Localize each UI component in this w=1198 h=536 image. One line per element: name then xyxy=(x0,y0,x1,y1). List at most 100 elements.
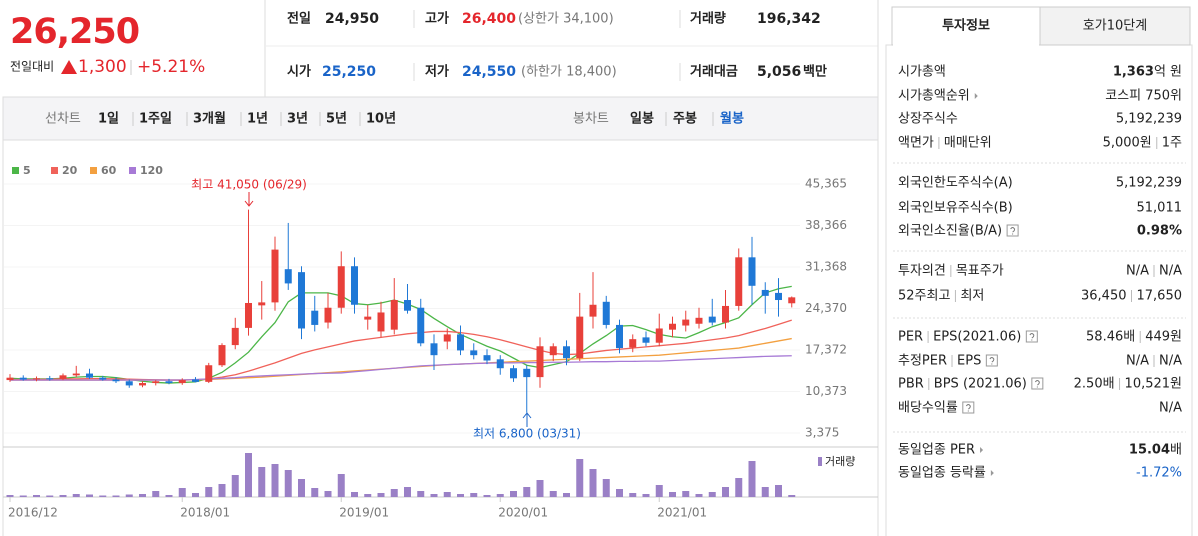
volume-bar xyxy=(708,492,716,497)
info-value: 0.98% xyxy=(1137,224,1182,239)
candle-body xyxy=(655,328,663,343)
candle-body xyxy=(589,304,597,317)
period-tab[interactable]: 월봉 xyxy=(720,111,744,127)
legend-swatch xyxy=(129,167,136,174)
volume-bar xyxy=(695,494,703,497)
volume-bar xyxy=(563,493,570,497)
help-glyph xyxy=(989,357,995,365)
volume-bar xyxy=(682,491,690,497)
help-glyph xyxy=(1034,380,1040,388)
volume-bar xyxy=(271,464,279,497)
volume-bar xyxy=(298,479,305,497)
volume-bar xyxy=(205,487,213,497)
candle-body xyxy=(390,300,398,330)
candle-body xyxy=(602,301,610,325)
period-tab[interactable]: 1년 xyxy=(247,112,268,127)
volume-bar xyxy=(788,495,796,497)
info-value: 1,363 xyxy=(1113,65,1154,80)
candle-body xyxy=(629,339,637,348)
period-tab[interactable]: 10년 xyxy=(366,112,396,127)
annotation: 최고 41,050 (06/29) xyxy=(191,178,307,192)
volume-bar xyxy=(602,479,610,497)
info-label: 배당수익률 xyxy=(898,401,958,416)
volume-bar xyxy=(351,492,358,497)
period-tab[interactable]: 1일 xyxy=(98,112,119,127)
volume-bar xyxy=(364,494,372,497)
info-tab-label[interactable]: 호가10단계 xyxy=(1083,19,1147,34)
info-tab-label[interactable]: 투자정보 xyxy=(942,18,990,34)
tabs: 선차트 1일 1주일 3개월 1년 3년 5년 10년 봉차트 일봉 주봉 월봉 xyxy=(45,111,744,127)
info-label: 최저 xyxy=(960,289,984,304)
candle-body xyxy=(761,289,769,296)
period-tab[interactable]: 1주일 xyxy=(139,112,172,127)
info-label: EPS(2021.06) xyxy=(933,330,1021,345)
candle-body xyxy=(112,379,120,382)
volume-bar xyxy=(125,494,133,497)
stat-label: 거래대금 xyxy=(690,65,738,80)
period-tab[interactable]: 주봉 xyxy=(673,112,697,127)
change-label: 전일대비 xyxy=(10,60,54,74)
candle-body xyxy=(99,377,107,380)
info-value: 51,011 xyxy=(1137,201,1183,216)
volume-bar xyxy=(59,495,67,497)
volume-bar xyxy=(748,461,756,497)
volume-bar xyxy=(722,487,729,497)
info-label: 동일업종 등락률 xyxy=(898,466,986,481)
legend-swatch xyxy=(12,167,19,174)
stat-label: 전일 xyxy=(287,11,311,27)
info-value: 15.04 xyxy=(1129,443,1170,458)
period-tab[interactable]: 3개월 xyxy=(193,111,226,127)
volume-bar xyxy=(178,488,186,497)
help-icon[interactable] xyxy=(985,354,998,367)
info-tab[interactable] xyxy=(891,6,1041,46)
volume-bar xyxy=(152,491,160,497)
help-icon[interactable] xyxy=(1025,330,1038,343)
candle-body xyxy=(364,316,372,320)
period-tab[interactable]: 일봉 xyxy=(630,112,654,127)
tab-bar xyxy=(2,96,879,141)
volume-bar xyxy=(284,470,292,497)
info-value: 5,192,239 xyxy=(1116,176,1182,191)
help-icon[interactable] xyxy=(962,401,975,414)
volume-bar xyxy=(616,489,623,497)
volume-bar xyxy=(443,492,451,497)
volume-bar xyxy=(112,495,120,497)
candle-body xyxy=(192,379,199,382)
candle-body xyxy=(33,378,40,380)
help-glyph xyxy=(1029,333,1035,341)
volume-bar xyxy=(576,459,584,497)
period-tab[interactable]: 5년 xyxy=(326,112,347,127)
info-label: 투자의견 xyxy=(898,264,946,279)
stat-note: (하한가 18,400) xyxy=(521,65,617,80)
volume-bar xyxy=(311,488,319,497)
candle-body xyxy=(258,302,266,306)
arrow-icon[interactable] xyxy=(974,93,978,99)
stat-label: 거래량 xyxy=(690,12,726,27)
help-icon[interactable] xyxy=(1006,224,1019,237)
help-icon[interactable] xyxy=(1031,377,1044,390)
candle-body xyxy=(788,297,796,304)
y-tick-label: 3,375 xyxy=(805,426,839,440)
info-label: 외국인보유주식수(B) xyxy=(898,201,1013,216)
info-value: N/A xyxy=(1159,354,1182,369)
price: 26,250 xyxy=(10,12,139,52)
volume-bar xyxy=(735,478,743,497)
volume-bar xyxy=(337,474,345,497)
volume-bar xyxy=(496,494,504,497)
candle-body xyxy=(695,317,703,324)
x-tick-label: 2018/01 xyxy=(180,506,230,520)
info-value: N/A xyxy=(1126,354,1149,369)
volume-bar xyxy=(523,487,531,497)
candle-body xyxy=(377,312,385,332)
candle-body xyxy=(576,316,584,359)
candle-body xyxy=(139,383,146,386)
info-tab[interactable] xyxy=(1039,6,1191,46)
period-tab[interactable]: 3년 xyxy=(287,112,308,127)
arrow-icon[interactable] xyxy=(990,470,994,476)
volume-bar xyxy=(245,453,252,497)
info-value: 5,000원 xyxy=(1103,136,1152,151)
candle-body xyxy=(536,346,544,378)
arrow-icon[interactable] xyxy=(980,447,984,453)
candle-body xyxy=(165,381,173,384)
y-tick-label: 10,373 xyxy=(805,384,847,398)
